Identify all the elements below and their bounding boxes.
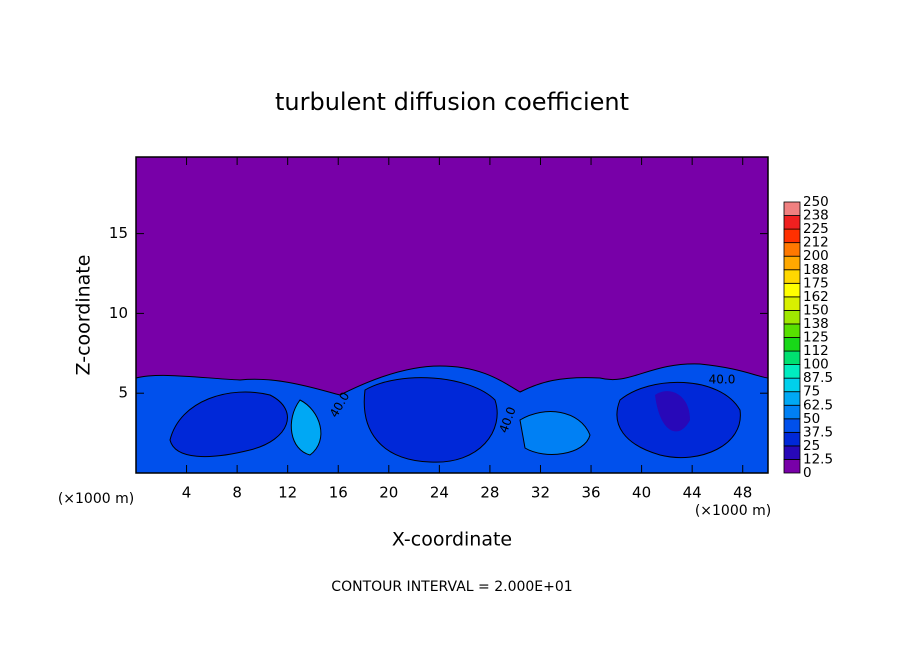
colorbar-label: 125	[803, 330, 829, 346]
plot-field	[135, 157, 769, 474]
colorbar-label: 62.5	[803, 397, 833, 413]
colorbar-swatch	[783, 309, 801, 325]
colorbar-swatch	[783, 431, 801, 447]
x-axis-title: X-coordinate	[392, 529, 512, 551]
eddy	[290, 399, 322, 456]
colorbar-swatch	[783, 350, 801, 365]
colorbar-swatch	[783, 296, 801, 311]
colorbar-swatch	[783, 269, 801, 284]
colorbar-label: 37.5	[803, 424, 833, 440]
colorbar-label: 162	[803, 289, 829, 305]
colorbar-label: 250	[803, 194, 829, 210]
eddy	[169, 391, 288, 458]
colorbar-label: 75	[803, 384, 820, 400]
colorbar-label: 150	[803, 302, 829, 318]
x-tick-label: 36	[581, 484, 600, 502]
colorbar-swatch	[783, 377, 801, 393]
x-tick-label: 20	[379, 484, 398, 502]
footer-note: CONTOUR INTERVAL = 2.000E+01	[331, 579, 572, 595]
x-tick-label: 28	[480, 484, 499, 502]
colorbar-swatch	[783, 228, 801, 244]
x-tick-label: 8	[232, 484, 242, 502]
plot-frame	[135, 156, 769, 474]
colorbar-swatch	[783, 364, 801, 379]
eddy	[519, 411, 591, 455]
colorbar-swatch	[783, 201, 801, 216]
x-tick-label: 48	[733, 484, 752, 502]
colorbar-swatch	[783, 337, 801, 352]
y-tick-label: 10	[109, 304, 128, 322]
contour-label: 40.0	[709, 373, 736, 387]
x-tick-label: 44	[683, 484, 702, 502]
eddy	[655, 391, 690, 432]
colorbar-label: 25	[803, 438, 820, 454]
x-tick-label: 40	[632, 484, 651, 502]
colorbar-label: 87.5	[803, 370, 833, 386]
colorbar-label: 112	[803, 343, 829, 359]
colorbar-swatch	[783, 255, 801, 271]
colorbar-label: 12.5	[803, 451, 833, 467]
chart-title: turbulent diffusion coefficient	[275, 88, 629, 116]
colorbar-swatch	[783, 404, 801, 420]
colorbar-label: 225	[803, 221, 829, 237]
unit-label: (×1000 m)	[58, 491, 134, 507]
colorbar-swatch	[783, 215, 801, 230]
colorbar-swatch	[783, 323, 801, 338]
colorbar-label: 175	[803, 275, 829, 291]
x-tick-label: 24	[430, 484, 449, 502]
colorbar-label: 188	[803, 262, 829, 278]
colorbar-label: 200	[803, 248, 829, 264]
x-tick-label: 16	[329, 484, 348, 502]
x-tick-label: 12	[278, 484, 297, 502]
colorbar-label: 238	[803, 208, 829, 224]
unit-label: (×1000 m)	[695, 503, 771, 519]
colorbar-swatch	[783, 391, 801, 406]
y-axis-title: Z-coordinate	[73, 255, 95, 376]
colorbar-swatch	[783, 418, 801, 433]
colorbar-label: 212	[803, 235, 829, 251]
x-tick-label: 4	[182, 484, 192, 502]
eddy	[363, 377, 498, 463]
colorbar-swatch	[783, 242, 801, 257]
colorbar-label: 138	[803, 316, 829, 332]
colorbar-label: 0	[803, 465, 812, 481]
colorbar-swatch	[783, 445, 801, 460]
x-tick-label: 32	[531, 484, 550, 502]
colorbar-swatch	[783, 459, 801, 474]
y-tick-label: 15	[109, 224, 128, 242]
colorbar-label: 100	[803, 357, 829, 373]
colorbar-label: 50	[803, 411, 820, 427]
y-tick-label: 5	[118, 384, 128, 402]
colorbar-swatch	[783, 282, 801, 298]
